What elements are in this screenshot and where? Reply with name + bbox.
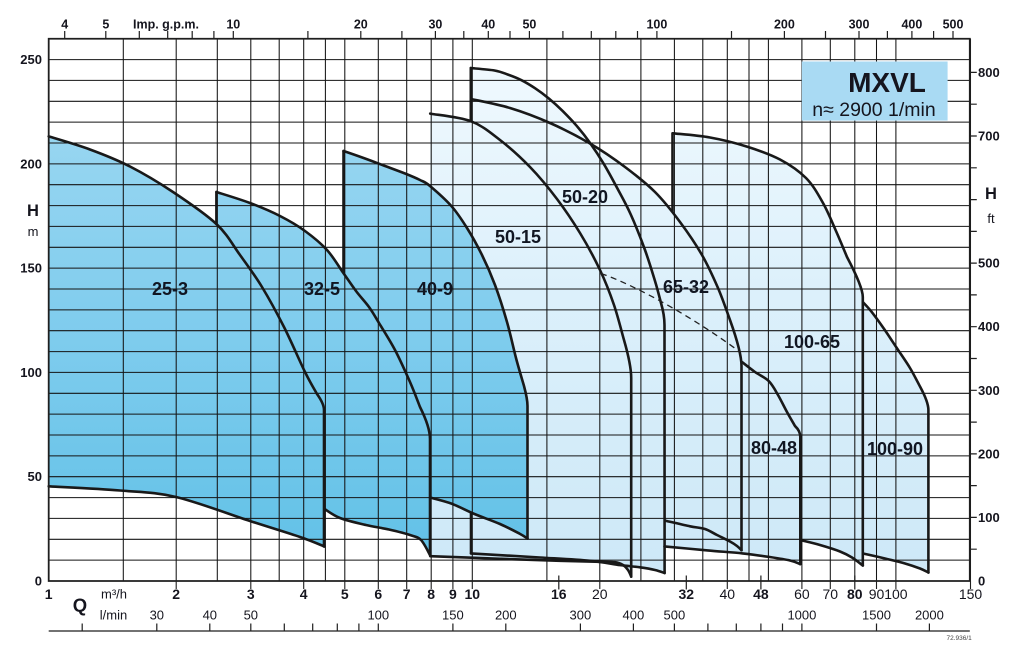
svg-text:m: m <box>28 224 39 239</box>
svg-text:ft: ft <box>987 211 995 226</box>
svg-text:90: 90 <box>869 586 885 602</box>
svg-text:6: 6 <box>374 586 382 602</box>
svg-text:5: 5 <box>341 586 349 602</box>
svg-text:10: 10 <box>226 18 240 32</box>
svg-text:10: 10 <box>465 586 481 602</box>
svg-text:400: 400 <box>623 608 645 623</box>
svg-text:300: 300 <box>570 608 592 623</box>
svg-text:3: 3 <box>247 586 255 602</box>
svg-text:4: 4 <box>300 586 308 602</box>
svg-text:1000: 1000 <box>787 608 816 623</box>
svg-text:80-48: 80-48 <box>751 438 797 458</box>
svg-text:Q: Q <box>73 595 87 616</box>
svg-text:100-65: 100-65 <box>784 332 840 352</box>
svg-text:40: 40 <box>203 608 217 623</box>
svg-text:H: H <box>27 202 39 220</box>
svg-text:80: 80 <box>847 586 863 602</box>
svg-text:20: 20 <box>354 18 368 32</box>
svg-text:8: 8 <box>427 586 435 602</box>
svg-text:100: 100 <box>20 365 42 380</box>
svg-text:2: 2 <box>172 586 180 602</box>
svg-text:2000: 2000 <box>915 608 944 623</box>
svg-text:l/min: l/min <box>100 608 127 623</box>
svg-text:30: 30 <box>428 18 442 32</box>
svg-text:200: 200 <box>20 156 42 171</box>
svg-text:25-3: 25-3 <box>152 279 188 299</box>
svg-text:7: 7 <box>403 586 411 602</box>
svg-text:400: 400 <box>978 319 1000 334</box>
svg-text:200: 200 <box>978 446 1000 461</box>
svg-text:150: 150 <box>959 586 983 602</box>
svg-text:500: 500 <box>943 18 964 32</box>
svg-text:100: 100 <box>367 608 389 623</box>
svg-text:MXVL: MXVL <box>848 67 926 98</box>
svg-text:800: 800 <box>978 65 1000 80</box>
svg-text:200: 200 <box>774 18 795 32</box>
svg-text:400: 400 <box>901 18 922 32</box>
svg-text:100: 100 <box>646 18 667 32</box>
svg-text:50: 50 <box>522 18 536 32</box>
svg-text:100-90: 100-90 <box>867 439 923 459</box>
svg-text:32-5: 32-5 <box>304 279 340 299</box>
svg-text:50: 50 <box>244 608 258 623</box>
svg-text:0: 0 <box>978 574 985 589</box>
svg-text:H: H <box>985 185 997 203</box>
svg-text:4: 4 <box>61 18 68 32</box>
svg-text:Imp. g.p.m.: Imp. g.p.m. <box>133 18 199 32</box>
svg-text:100: 100 <box>978 510 1000 525</box>
svg-text:700: 700 <box>978 129 1000 144</box>
svg-text:n≈ 2900 1/min: n≈ 2900 1/min <box>812 99 935 121</box>
svg-text:9: 9 <box>449 586 457 602</box>
svg-text:60: 60 <box>794 586 810 602</box>
svg-text:200: 200 <box>495 608 517 623</box>
svg-text:250: 250 <box>20 52 42 67</box>
svg-text:100: 100 <box>884 586 908 602</box>
svg-text:30: 30 <box>150 608 164 623</box>
svg-text:40: 40 <box>720 586 736 602</box>
svg-text:72.936/1: 72.936/1 <box>946 635 972 642</box>
svg-text:48: 48 <box>753 586 769 602</box>
svg-text:70: 70 <box>823 586 839 602</box>
svg-text:32: 32 <box>679 586 695 602</box>
svg-text:300: 300 <box>849 18 870 32</box>
svg-text:150: 150 <box>442 608 464 623</box>
svg-text:40-9: 40-9 <box>417 279 453 299</box>
svg-text:1: 1 <box>45 586 53 602</box>
svg-text:40: 40 <box>481 18 495 32</box>
svg-text:50-15: 50-15 <box>495 227 541 247</box>
svg-text:500: 500 <box>978 256 1000 271</box>
svg-text:20: 20 <box>592 586 608 602</box>
svg-text:50: 50 <box>28 469 42 484</box>
svg-text:16: 16 <box>551 586 567 602</box>
svg-text:0: 0 <box>35 574 42 589</box>
svg-text:1500: 1500 <box>862 608 891 623</box>
svg-text:500: 500 <box>664 608 686 623</box>
svg-text:300: 300 <box>978 383 1000 398</box>
svg-text:50-20: 50-20 <box>562 187 608 207</box>
svg-text:5: 5 <box>102 18 109 32</box>
svg-text:65-32: 65-32 <box>663 277 709 297</box>
svg-text:150: 150 <box>20 261 42 276</box>
svg-text:m³/h: m³/h <box>101 587 127 602</box>
